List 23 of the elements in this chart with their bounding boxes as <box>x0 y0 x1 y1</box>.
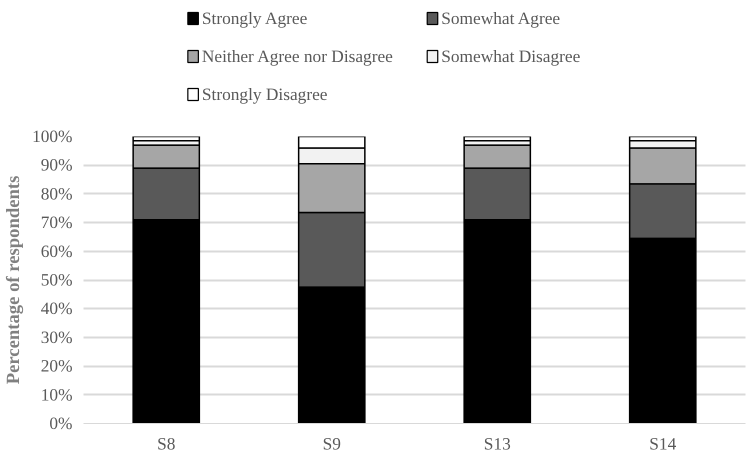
y-tick-label: 20% <box>40 356 73 376</box>
legend-label: Somewhat Agree <box>441 9 560 28</box>
legend-label: Somewhat Disagree <box>441 47 581 66</box>
y-axis-title: Percentage of respondents <box>3 176 24 384</box>
legend-label: Strongly Disagree <box>202 85 328 104</box>
legend-label: Strongly Agree <box>202 9 308 28</box>
y-tick-label: 60% <box>40 242 73 261</box>
y-tick-label: 40% <box>40 299 73 318</box>
y-tick-label: 80% <box>40 184 73 204</box>
x-tick-label: S9 <box>322 434 341 454</box>
y-tick-label: 30% <box>40 328 73 347</box>
y-tick-label: 0% <box>49 414 73 433</box>
y-tick-label: 70% <box>40 213 73 232</box>
y-tick-label: 90% <box>40 156 73 175</box>
y-tick-label: 100% <box>32 127 73 146</box>
legend-label: Neither Agree nor Disagree <box>202 47 394 66</box>
x-tick-label: S14 <box>649 434 677 454</box>
bar <box>463 136 532 142</box>
x-tick-label: S13 <box>484 434 511 454</box>
y-tick-label: 10% <box>40 385 73 404</box>
x-tick-label: S8 <box>157 434 176 454</box>
bar <box>132 136 200 142</box>
y-tick-label: 50% <box>40 270 73 290</box>
